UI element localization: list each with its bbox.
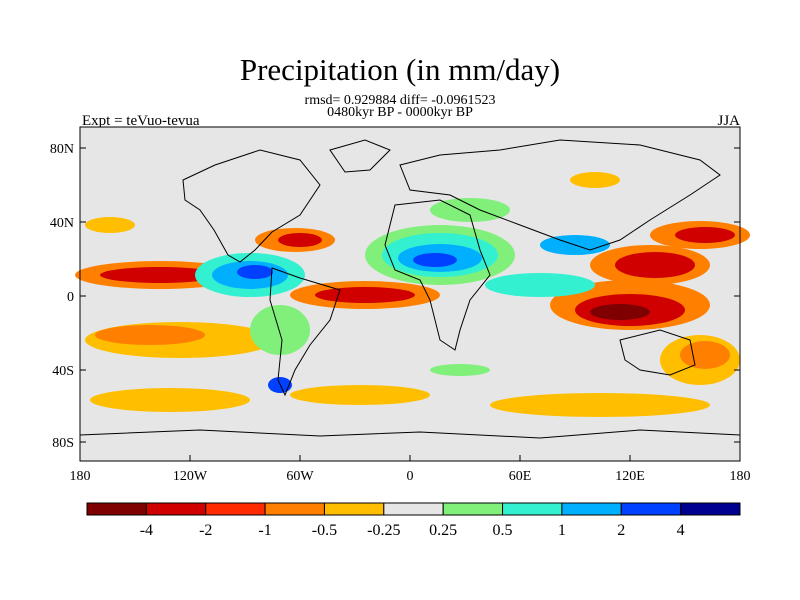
- eurasia-outline: [399, 139, 721, 251]
- anomaly-region: [100, 267, 220, 283]
- coastlines: [79, 139, 741, 439]
- colorbar-labels: -4 -2 -1 -0.5 -0.25 0.25 0.5 1 2 4: [140, 522, 685, 539]
- anomaly-region: [590, 304, 650, 320]
- colorbar-label: -0.25: [367, 522, 400, 539]
- lon-tick-label: 180: [70, 469, 91, 484]
- anomaly-region: [90, 388, 250, 412]
- colorbar-label: 0.5: [493, 522, 513, 539]
- anomaly-region: [237, 265, 273, 279]
- anomaly-region: [615, 252, 695, 278]
- colorbar-swatch: [620, 502, 682, 516]
- colorbar-label: 4: [677, 522, 685, 539]
- colorbar-label: 2: [617, 522, 625, 539]
- lon-tick-label: 120E: [615, 469, 645, 484]
- anomaly-region: [315, 287, 415, 303]
- colorbar-label: -0.5: [312, 522, 337, 539]
- colorbar-swatch: [680, 502, 741, 516]
- lat-tick-label: 40N: [50, 216, 74, 231]
- colorbar-swatch: [442, 502, 504, 516]
- lon-tick-label: 60E: [509, 469, 532, 484]
- lat-tick-label: 80N: [50, 142, 74, 157]
- colorbar-swatch: [86, 502, 147, 516]
- precip-anomaly-field: [75, 172, 750, 417]
- lon-tick-label: 0: [407, 469, 414, 484]
- antarctica-outline: [79, 429, 741, 439]
- lon-tick-label: 60W: [286, 469, 314, 484]
- colorbar-swatch: [145, 502, 207, 516]
- anomaly-region: [413, 253, 457, 267]
- anomaly-region: [95, 325, 205, 345]
- lat-axis: 80N 40N 0 40S 80S: [50, 142, 740, 451]
- greenland-outline: [329, 139, 391, 173]
- colorbar-label: -2: [199, 522, 212, 539]
- period-line: 0480kyr BP - 0000kyr BP: [327, 105, 473, 120]
- anomaly-region: [430, 198, 510, 222]
- colorbar-swatch: [264, 502, 325, 516]
- north-america-outline: [182, 149, 321, 263]
- anomaly-region: [485, 273, 595, 297]
- anomaly-region: [680, 341, 730, 369]
- colorbar-swatch: [205, 502, 266, 516]
- lon-tick-label: 120W: [173, 469, 208, 484]
- colorbar-label: -1: [258, 522, 271, 539]
- colorbar-label: -4: [140, 522, 153, 539]
- colorbar-label: 0.25: [429, 522, 457, 539]
- anomaly-region: [85, 217, 135, 233]
- colorbar-label: 1: [558, 522, 566, 539]
- lat-tick-label: 80S: [52, 436, 74, 451]
- anomaly-region: [430, 364, 490, 376]
- stats-line: rmsd= 0.929884 diff= -0.0961523: [304, 93, 496, 108]
- lat-tick-label: 40S: [52, 364, 74, 379]
- africa-outline: [384, 199, 491, 351]
- colorbar-swatch: [323, 502, 385, 516]
- experiment-label: Expt = teVuo-tevua: [82, 113, 200, 129]
- anomaly-region: [278, 233, 322, 247]
- anomaly-region: [570, 172, 620, 188]
- season-label: JJA: [717, 113, 740, 129]
- south-america-outline: [269, 267, 341, 397]
- anomaly-region: [290, 385, 430, 405]
- lon-axis: 180 120W 60W 0 60E 120E 180: [70, 455, 751, 484]
- lat-tick-label: 0: [67, 290, 74, 305]
- colorbar-swatch: [561, 502, 622, 516]
- lon-tick-label: 180: [730, 469, 751, 484]
- colorbar-swatch: [383, 502, 444, 516]
- chart-title: Precipitation (in mm/day): [239, 52, 561, 87]
- australia-outline: [619, 329, 696, 376]
- anomaly-region: [250, 305, 310, 355]
- anomaly-region: [490, 393, 710, 417]
- anomaly-region: [675, 227, 735, 243]
- colorbar: [86, 502, 741, 516]
- colorbar-swatch: [502, 502, 563, 516]
